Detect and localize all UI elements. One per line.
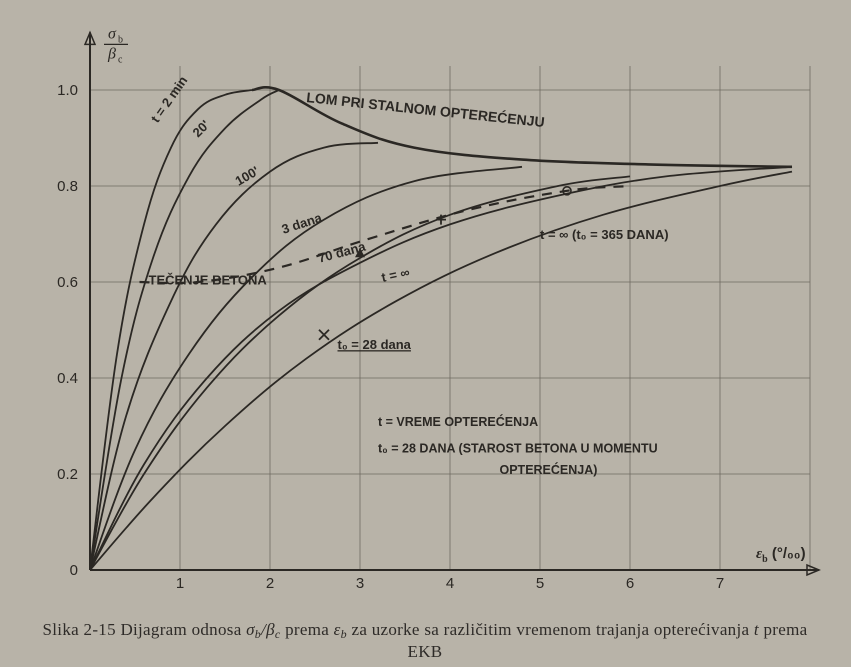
x-axis-label: εb (°/₀₀) (756, 545, 806, 565)
legend-t0-line2: OPTEREĆENJA) (500, 462, 598, 477)
y-axis-label-sigma: σ (108, 25, 117, 42)
figure-caption: Slika 2-15 Dijagram odnosa σb/βc prema ε… (40, 620, 810, 662)
label-tinf365: t = ∞ (t₀ = 365 DANA) (540, 227, 669, 242)
y-tick-label: 0.6 (57, 274, 78, 291)
y-axis-label-sigma-sub: b (118, 34, 123, 45)
caption-middle: prema (281, 620, 334, 639)
x-tick-label: 7 (716, 575, 724, 592)
label-tecenje: TEČENJE BETONA (149, 272, 268, 287)
marker-x-icon (319, 330, 329, 340)
caption-prefix: Slika 2-15 Dijagram odnosa (43, 620, 247, 639)
curve-t20 (90, 90, 279, 570)
legend-t: t = VREME OPTEREĆENJA (378, 414, 538, 429)
x-tick-label: 3 (356, 575, 364, 592)
chart-svg: 1 2 3 4 5 6 7 0 0.2 0.4 0.6 0.8 1.0 σbβc εb (°/₀₀) t = … (0, 0, 851, 620)
curve-tinf28 (90, 172, 792, 570)
y-tick-label: 0.8 (57, 178, 78, 195)
x-tick-label: 1 (176, 575, 184, 592)
legend-t0: t₀ = 28 DANA (STAROST BETONA U MOMENTU (378, 441, 658, 455)
curve-t100 (90, 143, 378, 570)
curve-t2min (90, 90, 252, 570)
x-tick-label: 6 (626, 575, 634, 592)
y-tick-label: 0 (70, 562, 78, 579)
y-axis-label-beta-sub: c (118, 54, 123, 65)
caption-suffix: za uzorke sa različitim vremenom trajanj… (347, 620, 754, 639)
y-tick-label: 0.4 (57, 370, 78, 387)
page: 1 2 3 4 5 6 7 0 0.2 0.4 0.6 0.8 1.0 σbβc εb (°/₀₀) t = … (0, 0, 851, 667)
curve-tinf365 (90, 167, 792, 570)
label-t20: 20' (190, 117, 213, 140)
y-tick-label: 1.0 (57, 82, 78, 99)
label-t028: t₀ = 28 dana (338, 337, 412, 352)
y-tick-label: 0.2 (57, 466, 78, 483)
y-axis-label-beta: β (107, 45, 116, 62)
label-t2min: t = 2 min (148, 73, 191, 125)
x-tick-label: 2 (266, 575, 274, 592)
x-tick-label: 4 (446, 575, 454, 592)
x-tick-label: 5 (536, 575, 544, 592)
label-t100: 100' (233, 163, 262, 188)
